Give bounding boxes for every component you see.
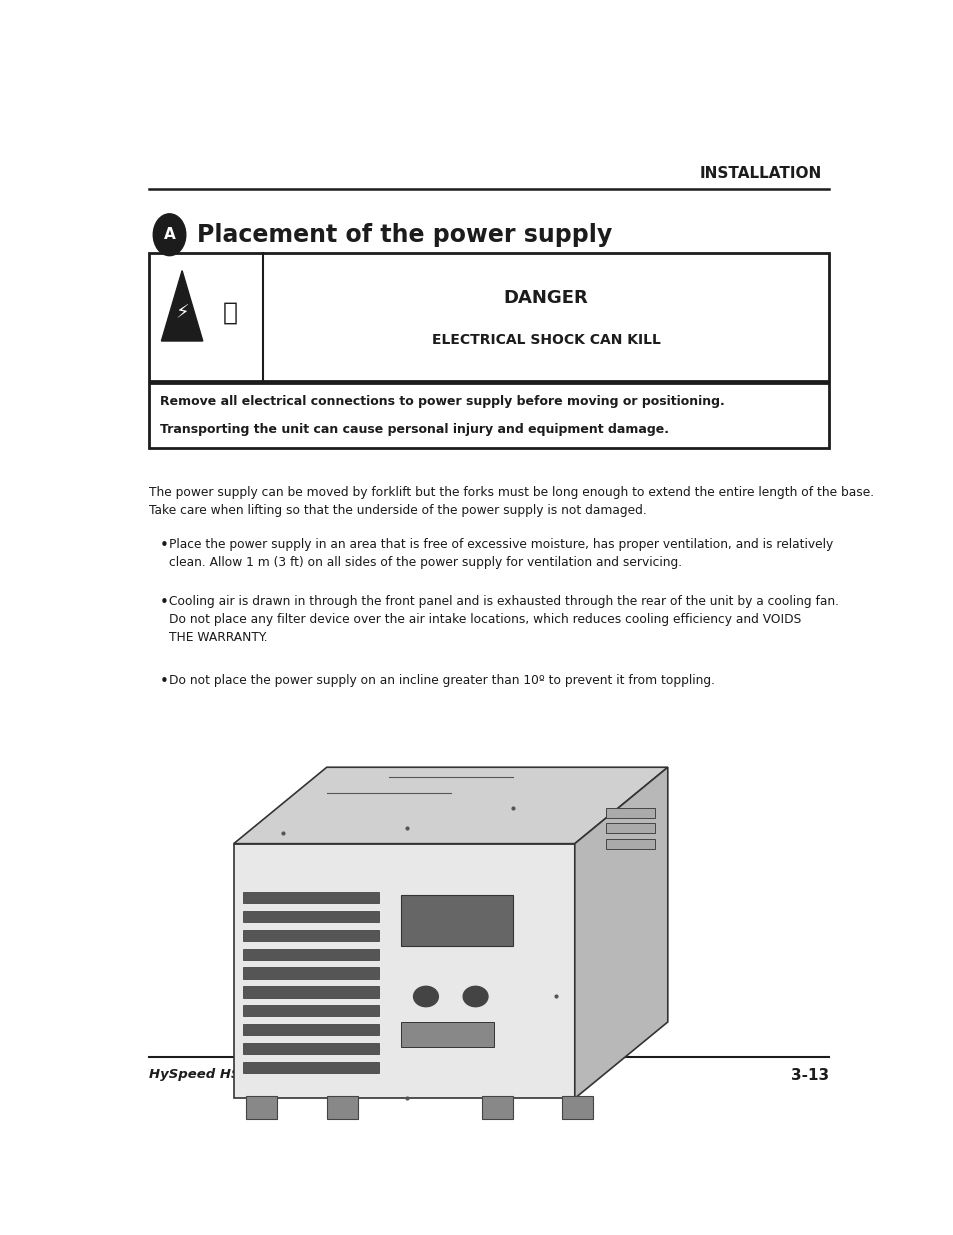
Text: Cooling air is drawn in through the front panel and is exhausted through the rea: Cooling air is drawn in through the fron… (169, 595, 838, 645)
Text: •: • (160, 595, 169, 610)
Bar (243, 1042, 379, 1053)
Text: •: • (160, 674, 169, 689)
Text: The power supply can be moved by forklift but the forks must be long enough to e: The power supply can be moved by forklif… (149, 485, 873, 516)
Text: INSTALLATION: INSTALLATION (699, 167, 821, 182)
Text: DANGER: DANGER (503, 289, 588, 306)
Text: 3-13: 3-13 (790, 1068, 828, 1083)
Bar (605, 839, 655, 848)
Text: ⚡: ⚡ (175, 303, 189, 322)
Text: Do not place the power supply on an incline greater than 10º to prevent it from : Do not place the power supply on an incl… (169, 674, 714, 687)
Polygon shape (233, 767, 667, 844)
Text: Transporting the unit can cause personal injury and equipment damage.: Transporting the unit can cause personal… (160, 424, 668, 436)
Polygon shape (161, 270, 203, 341)
Text: A: A (164, 227, 175, 242)
Bar (149, 253, 828, 382)
Bar (243, 911, 379, 923)
Bar (243, 967, 379, 978)
Bar (400, 1023, 494, 1047)
Text: •: • (160, 538, 169, 553)
Circle shape (153, 214, 186, 256)
Bar (400, 894, 512, 946)
Bar (243, 948, 379, 960)
Bar (243, 930, 379, 941)
Bar (243, 1062, 379, 1073)
Bar (605, 808, 655, 819)
Bar (243, 1005, 379, 1016)
Bar (149, 383, 828, 448)
Bar (243, 892, 379, 903)
Bar (243, 987, 379, 998)
Bar (246, 1095, 276, 1119)
Bar (326, 1095, 357, 1119)
Bar (605, 824, 655, 834)
Bar (481, 1095, 512, 1119)
Text: Remove all electrical connections to power supply before moving or positioning.: Remove all electrical connections to pow… (160, 395, 724, 408)
Text: Place the power supply in an area that is free of excessive moisture, has proper: Place the power supply in an area that i… (169, 538, 832, 569)
Bar (561, 1095, 593, 1119)
Text: HySpeed HSD130 RHF Instruction Manual: HySpeed HSD130 RHF Instruction Manual (149, 1068, 458, 1081)
Circle shape (413, 987, 437, 1007)
Text: Placement of the power supply: Placement of the power supply (196, 222, 612, 247)
Circle shape (463, 987, 488, 1007)
Text: 🏃: 🏃 (222, 300, 237, 325)
Text: ELECTRICAL SHOCK CAN KILL: ELECTRICAL SHOCK CAN KILL (432, 333, 660, 347)
Bar (243, 1024, 379, 1035)
Polygon shape (574, 767, 667, 1098)
Polygon shape (233, 844, 574, 1098)
